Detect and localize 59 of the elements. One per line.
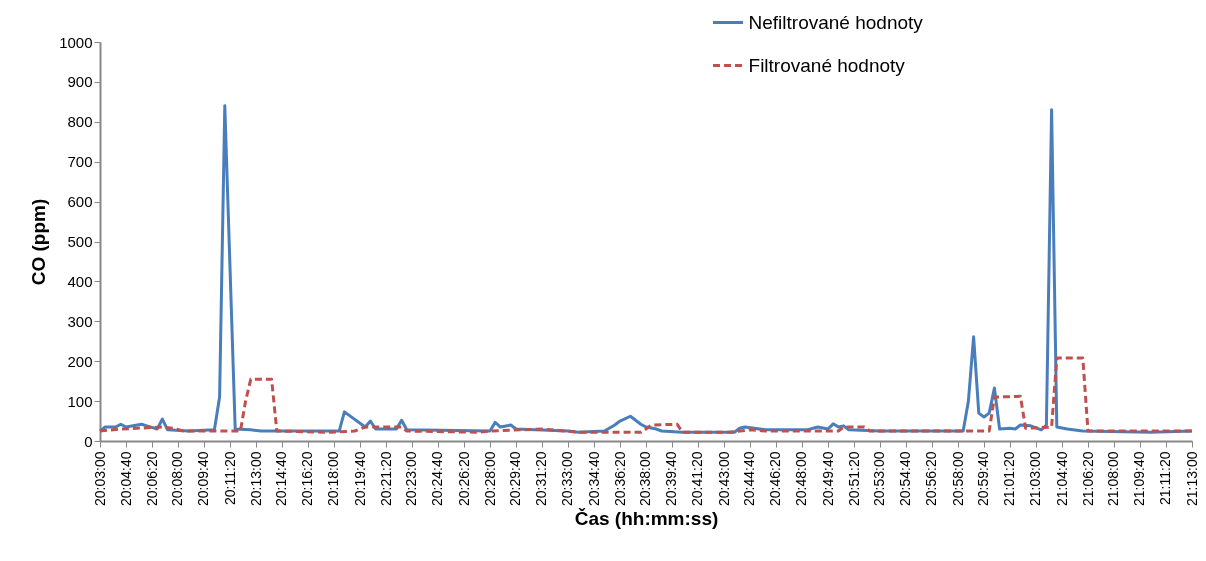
y-axis-title: CO (ppm): [28, 198, 50, 286]
x-tick-label: 21:13:00: [1183, 451, 1200, 506]
x-tick-label: 20:08:00: [169, 451, 186, 506]
x-tick-label: 21:08:00: [1105, 451, 1122, 506]
x-tick-label: 20:56:20: [923, 451, 940, 506]
x-tick-label: 20:16:20: [299, 451, 316, 506]
x-tick-label: 20:51:20: [845, 451, 862, 506]
x-tick-label: 20:46:20: [767, 451, 784, 506]
y-tick-label: 800: [67, 113, 93, 131]
x-tick-label: 20:31:20: [533, 451, 550, 506]
x-tick-label: 20:04:40: [117, 451, 134, 506]
x-axis-title: Čas (hh:mm:ss): [574, 508, 719, 529]
legend-label: Filtrované hodnoty: [748, 54, 906, 76]
x-tick-label: 20:14:40: [273, 451, 290, 506]
x-tick-label: 20:48:00: [793, 451, 810, 506]
x-tick-label: 20:13:00: [247, 451, 264, 506]
x-tick-label: 20:28:00: [481, 451, 498, 506]
x-tick-label: 20:44:40: [741, 451, 758, 506]
x-tick-label: 20:06:20: [143, 451, 160, 506]
y-tick-label: 700: [67, 153, 93, 171]
x-tick-label: 20:23:00: [403, 451, 420, 506]
x-tick-label: 20:09:40: [195, 451, 212, 506]
x-tick-label: 20:19:40: [351, 451, 368, 506]
y-tick-label: 300: [67, 312, 93, 330]
x-tick-label: 21:04:40: [1053, 451, 1070, 506]
x-tick-label: 20:24:40: [429, 451, 446, 506]
x-tick-label: 20:21:20: [377, 451, 394, 506]
x-tick-label: 20:39:40: [663, 451, 680, 506]
y-tick-label: 100: [67, 392, 93, 410]
x-tick-label: 20:58:00: [949, 451, 966, 506]
x-tick-label: 20:59:40: [975, 451, 992, 506]
x-tick-label: 20:26:20: [455, 451, 472, 506]
y-tick-label: 200: [67, 352, 93, 370]
y-tick-label: 400: [67, 272, 93, 290]
x-tick-label: 21:03:00: [1027, 451, 1044, 506]
x-tick-label: 21:11:20: [1157, 451, 1174, 505]
x-tick-label: 20:49:40: [819, 451, 836, 506]
x-tick-label: 21:09:40: [1131, 451, 1148, 506]
x-tick-label: 21:01:20: [1001, 451, 1018, 506]
x-tick-label: 20:41:20: [689, 451, 706, 506]
y-tick-label: 900: [67, 73, 93, 91]
x-tick-label: 20:18:00: [325, 451, 342, 506]
x-tick-label: 20:33:00: [559, 451, 576, 506]
x-tick-label: 20:53:00: [871, 451, 888, 506]
y-tick-label: 1000: [59, 33, 93, 51]
x-tick-label: 20:29:40: [507, 451, 524, 506]
x-tick-label: 20:54:40: [897, 451, 914, 506]
y-tick-label: 600: [67, 193, 93, 211]
x-tick-label: 20:38:00: [637, 451, 654, 506]
x-tick-label: 20:36:20: [611, 451, 628, 506]
x-tick-label: 20:03:00: [91, 451, 108, 506]
x-tick-label: 20:34:40: [585, 451, 602, 506]
x-tick-label: 20:11:20: [221, 451, 238, 505]
x-tick-label: 21:06:20: [1079, 451, 1096, 506]
line-series: [98, 356, 1194, 434]
legend-label: Nefiltrované hodnoty: [748, 11, 924, 33]
x-tick-label: 20:43:00: [715, 451, 732, 506]
y-tick-label: 500: [67, 233, 93, 250]
y-tick-label: 0: [84, 432, 93, 450]
